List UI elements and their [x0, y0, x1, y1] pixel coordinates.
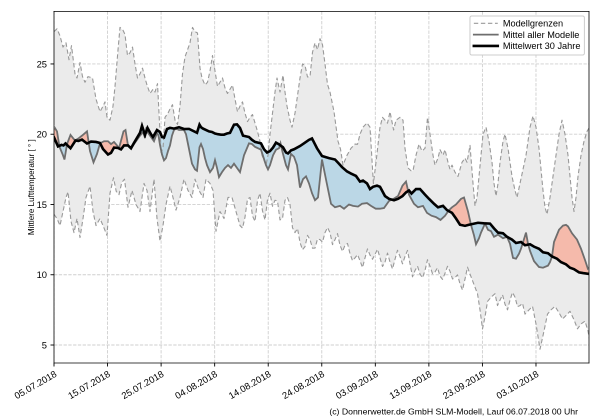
svg-text:Mittelwert 30 Jahre: Mittelwert 30 Jahre — [503, 41, 581, 51]
svg-text:Mittel aller Modelle: Mittel aller Modelle — [503, 30, 580, 40]
svg-text:(c) Donnerwetter.de GmbH SLM-M: (c) Donnerwetter.de GmbH SLM-Modell, Lau… — [329, 407, 578, 417]
svg-text:Mittlere Lufttemperatur [ ° ]: Mittlere Lufttemperatur [ ° ] — [27, 139, 36, 235]
svg-text:15: 15 — [37, 199, 47, 210]
svg-text:25: 25 — [37, 58, 47, 69]
svg-text:5: 5 — [42, 339, 47, 350]
svg-text:10: 10 — [37, 269, 47, 280]
svg-text:20: 20 — [37, 129, 47, 140]
svg-text:Modellgrenzen: Modellgrenzen — [503, 19, 563, 29]
